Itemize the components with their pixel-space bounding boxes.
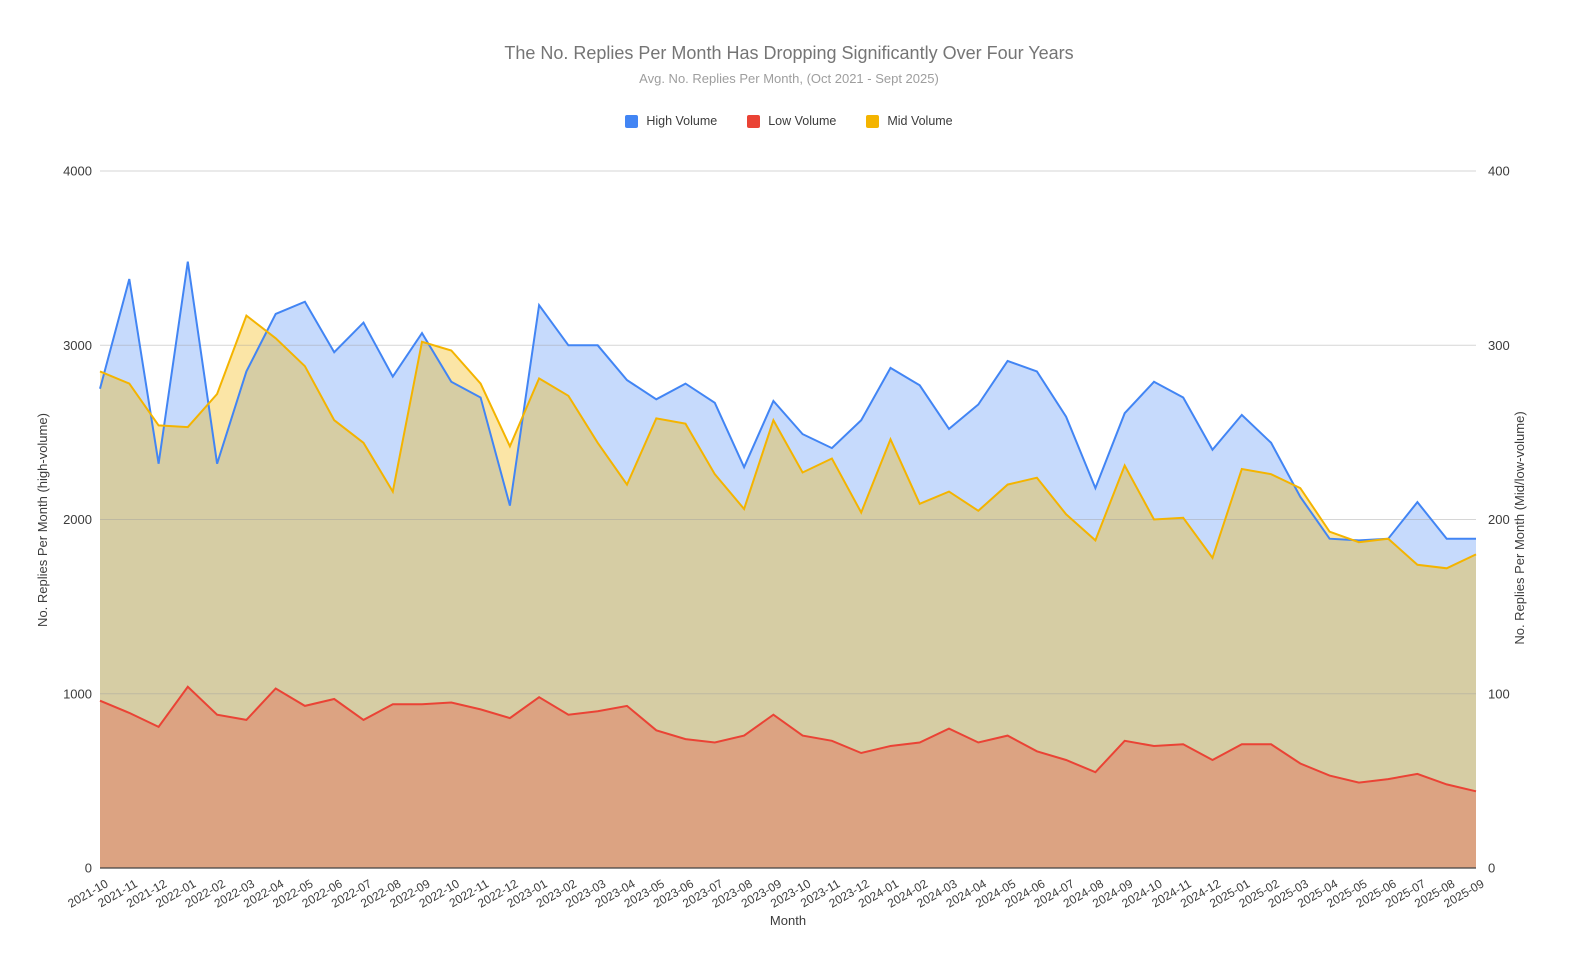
right-axis-tick-label: 100	[1488, 686, 1510, 701]
legend-label: Mid Volume	[887, 114, 953, 128]
x-axis-title: Month	[770, 913, 806, 928]
left-axis-tick-label: 4000	[63, 164, 92, 179]
series-area-mid-volume	[100, 315, 1476, 869]
series-line-high-volume	[99, 261, 1476, 542]
right-axis-title: No. Replies Per Month (Mid/low-volume)	[1512, 411, 1527, 644]
series-area-low-volume	[100, 686, 1476, 868]
series-line-low-volume	[99, 685, 1477, 793]
high-volume-swatch-icon	[625, 114, 639, 128]
series-area-high-volume	[100, 261, 1476, 869]
left-axis-tick-label: 0	[85, 861, 92, 876]
legend-item-low-volume[interactable]: Low Volume	[747, 114, 836, 128]
left-axis-tick-label: 2000	[63, 512, 92, 527]
chart-subtitle: Avg. No. Replies Per Month, (Oct 2021 - …	[639, 71, 939, 86]
low-volume-swatch-icon	[747, 114, 761, 128]
plot-area: 0100020003000400001002003004002021-10202…	[63, 164, 1510, 911]
series-line-mid-volume	[99, 313, 1477, 570]
chart-title: The No. Replies Per Month Has Dropping S…	[504, 43, 1074, 63]
mid-volume-swatch-icon	[866, 114, 880, 128]
right-axis-tick-label: 300	[1488, 338, 1510, 353]
legend-label: High Volume	[646, 114, 718, 128]
right-axis-tick-label: 400	[1488, 164, 1510, 179]
legend-item-mid-volume[interactable]: Mid Volume	[866, 114, 953, 128]
left-axis-tick-label: 1000	[63, 686, 92, 701]
left-axis-title: No. Replies Per Month (high-volume)	[35, 413, 50, 627]
right-axis-tick-label: 200	[1488, 512, 1510, 527]
legend-item-high-volume[interactable]: High Volume	[625, 114, 717, 128]
right-axis-tick-label: 0	[1488, 861, 1495, 876]
legend-label: Low Volume	[768, 114, 837, 128]
legend: High Volume Low Volume Mid Volume	[0, 114, 1578, 128]
left-axis-tick-label: 3000	[63, 338, 92, 353]
